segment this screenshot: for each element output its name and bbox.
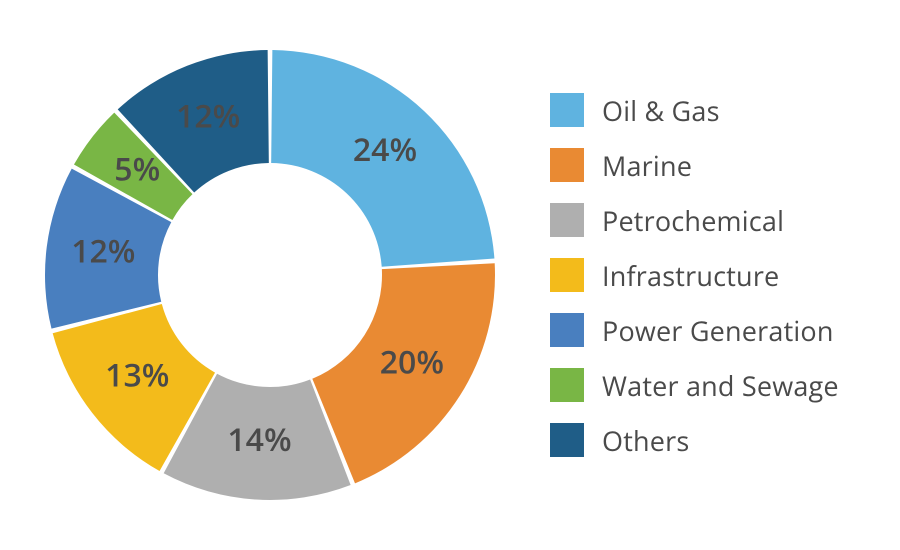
donut-chart: 24% 20% 14% 13% 12% 5% 12% — [0, 0, 540, 550]
legend-swatch — [550, 148, 584, 182]
legend-label: Marine — [602, 147, 692, 184]
legend-item: Power Generation — [550, 312, 900, 349]
legend-swatch — [550, 423, 584, 457]
legend-item: Marine — [550, 147, 900, 184]
slice-label: 12% — [176, 94, 240, 137]
legend: Oil & Gas Marine Petrochemical Infrastructu… — [540, 74, 900, 477]
legend-swatch — [550, 93, 584, 127]
slice-label: 20% — [380, 341, 444, 384]
legend-swatch — [550, 203, 584, 237]
legend-label: Petrochemical — [602, 202, 784, 239]
legend-item: Infrastructure — [550, 257, 900, 294]
legend-item: Water and Sewage — [550, 367, 900, 404]
legend-swatch — [550, 313, 584, 347]
slice-label: 12% — [71, 230, 135, 273]
slice-label: 13% — [105, 354, 169, 397]
slice-label: 14% — [227, 418, 291, 461]
legend-label: Power Generation — [602, 312, 834, 349]
legend-label: Others — [602, 422, 689, 459]
legend-label: Oil & Gas — [602, 92, 720, 129]
legend-label: Infrastructure — [602, 257, 779, 294]
legend-swatch — [550, 368, 584, 402]
legend-label: Water and Sewage — [602, 367, 839, 404]
slice-label: 24% — [353, 128, 417, 171]
chart-container: 24% 20% 14% 13% 12% 5% 12% Oil & Gas Marine Petr… — [0, 0, 900, 550]
legend-item: Oil & Gas — [550, 92, 900, 129]
donut-svg: 24% 20% 14% 13% 12% 5% 12% — [20, 25, 520, 525]
legend-swatch — [550, 258, 584, 292]
legend-item: Others — [550, 422, 900, 459]
legend-item: Petrochemical — [550, 202, 900, 239]
slice-label: 5% — [114, 148, 160, 191]
